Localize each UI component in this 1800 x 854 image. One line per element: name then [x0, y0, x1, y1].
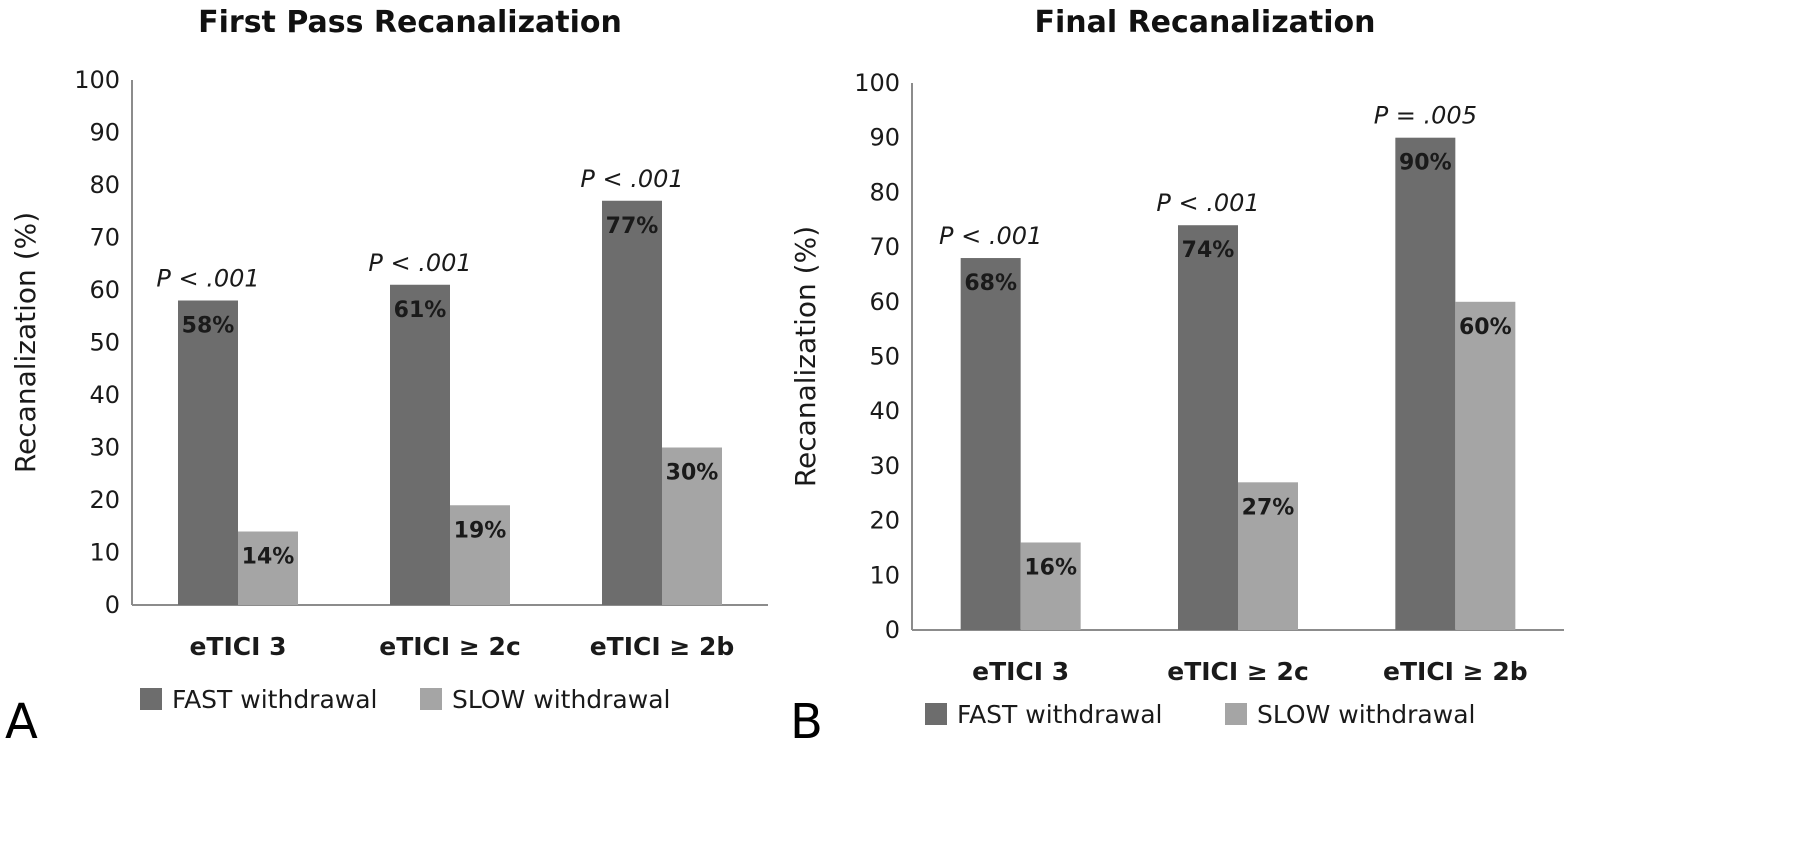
y-tick-label: 30: [869, 452, 900, 480]
x-tick-label: eTICI ≥ 2b: [590, 632, 735, 661]
y-tick-label: 10: [89, 539, 120, 567]
chart-title: First Pass Recanalization: [198, 5, 622, 40]
y-tick-label: 90: [89, 119, 120, 147]
fast-bar: [1395, 137, 1456, 630]
y-tick-label: 60: [89, 276, 120, 304]
fast-bar: [390, 284, 450, 605]
legend: FAST withdrawal SLOW withdrawal: [925, 700, 1475, 729]
y-tick-label: 50: [869, 343, 900, 371]
p-value-annotation: P < .001: [939, 222, 1042, 250]
p-value-annotation: P < .001: [156, 265, 259, 293]
data-label: 90%: [1399, 151, 1452, 176]
legend-swatch: [925, 703, 947, 725]
slow-bar: [662, 447, 722, 605]
fast-bar: [960, 258, 1021, 630]
data-label: 14%: [242, 545, 295, 570]
x-tick-label: eTICI 3: [189, 632, 286, 661]
data-label: 60%: [1459, 315, 1512, 340]
y-axis-label: Recanalization (%): [789, 226, 822, 487]
slow-bar: [450, 505, 510, 605]
slow-bar: [1455, 301, 1516, 630]
slow-bar: [1238, 482, 1298, 630]
data-label: 77%: [606, 214, 659, 239]
data-label: 68%: [964, 271, 1017, 296]
p-value-annotation: P < .001: [368, 249, 471, 277]
x-tick-label: eTICI ≥ 2b: [1383, 657, 1528, 686]
legend-swatch: [420, 688, 442, 710]
y-tick-label: 50: [89, 329, 120, 357]
data-label: 74%: [1182, 238, 1235, 263]
slow-bar: [1020, 542, 1081, 630]
fast-bar: [1178, 225, 1238, 630]
p-value-annotation: P < .001: [1156, 189, 1259, 217]
data-label: 30%: [666, 461, 719, 486]
data-label: 61%: [394, 298, 447, 323]
slow-bar: [238, 531, 298, 605]
panel-letter: A: [5, 694, 38, 750]
y-tick-label: 0: [885, 616, 900, 644]
x-tick-label: eTICI 3: [972, 657, 1069, 686]
data-label: 58%: [182, 314, 235, 339]
y-tick-label: 20: [869, 507, 900, 535]
legend-entry: SLOW withdrawal: [1257, 700, 1475, 729]
legend-entry: FAST withdrawal: [172, 685, 378, 714]
legend: FAST withdrawal SLOW withdrawal: [140, 685, 670, 714]
y-axis-label: Recanalization (%): [9, 212, 42, 473]
y-tick-label: 90: [869, 124, 900, 152]
fast-bar: [602, 200, 662, 605]
data-label: 16%: [1024, 555, 1077, 580]
y-tick-label: 40: [89, 381, 120, 409]
chart-panel-b: Final Recanalization Recanalization (%) 0 1…: [789, 5, 1564, 750]
y-tick-label: 40: [869, 397, 900, 425]
legend-swatch: [1225, 703, 1247, 725]
p-value-annotation: P < .001: [580, 165, 683, 193]
fast-bar: [178, 300, 238, 605]
y-tick-label: 80: [869, 178, 900, 206]
chart-panel-a: First Pass Recanalization Recanalization …: [5, 5, 768, 750]
y-tick-label: 80: [89, 171, 120, 199]
y-tick-label: 100: [854, 69, 900, 97]
y-tick-label: 70: [89, 224, 120, 252]
y-tick-label: 100: [74, 66, 120, 94]
panel-letter: B: [790, 694, 823, 750]
legend-swatch: [140, 688, 162, 710]
y-tick-label: 30: [89, 434, 120, 462]
y-tick-label: 20: [89, 486, 120, 514]
y-tick-label: 10: [869, 561, 900, 589]
data-label: 27%: [1242, 495, 1295, 520]
data-label: 19%: [454, 518, 507, 543]
chart-title: Final Recanalization: [1034, 5, 1375, 40]
legend-entry: SLOW withdrawal: [452, 685, 670, 714]
y-tick-label: 0: [105, 591, 120, 619]
p-value-annotation: P = .005: [1374, 102, 1477, 130]
y-tick-label: 60: [869, 288, 900, 316]
x-tick-label: eTICI ≥ 2c: [379, 632, 521, 661]
x-tick-label: eTICI ≥ 2c: [1167, 657, 1309, 686]
legend-entry: FAST withdrawal: [957, 700, 1163, 729]
y-tick-label: 70: [869, 233, 900, 261]
